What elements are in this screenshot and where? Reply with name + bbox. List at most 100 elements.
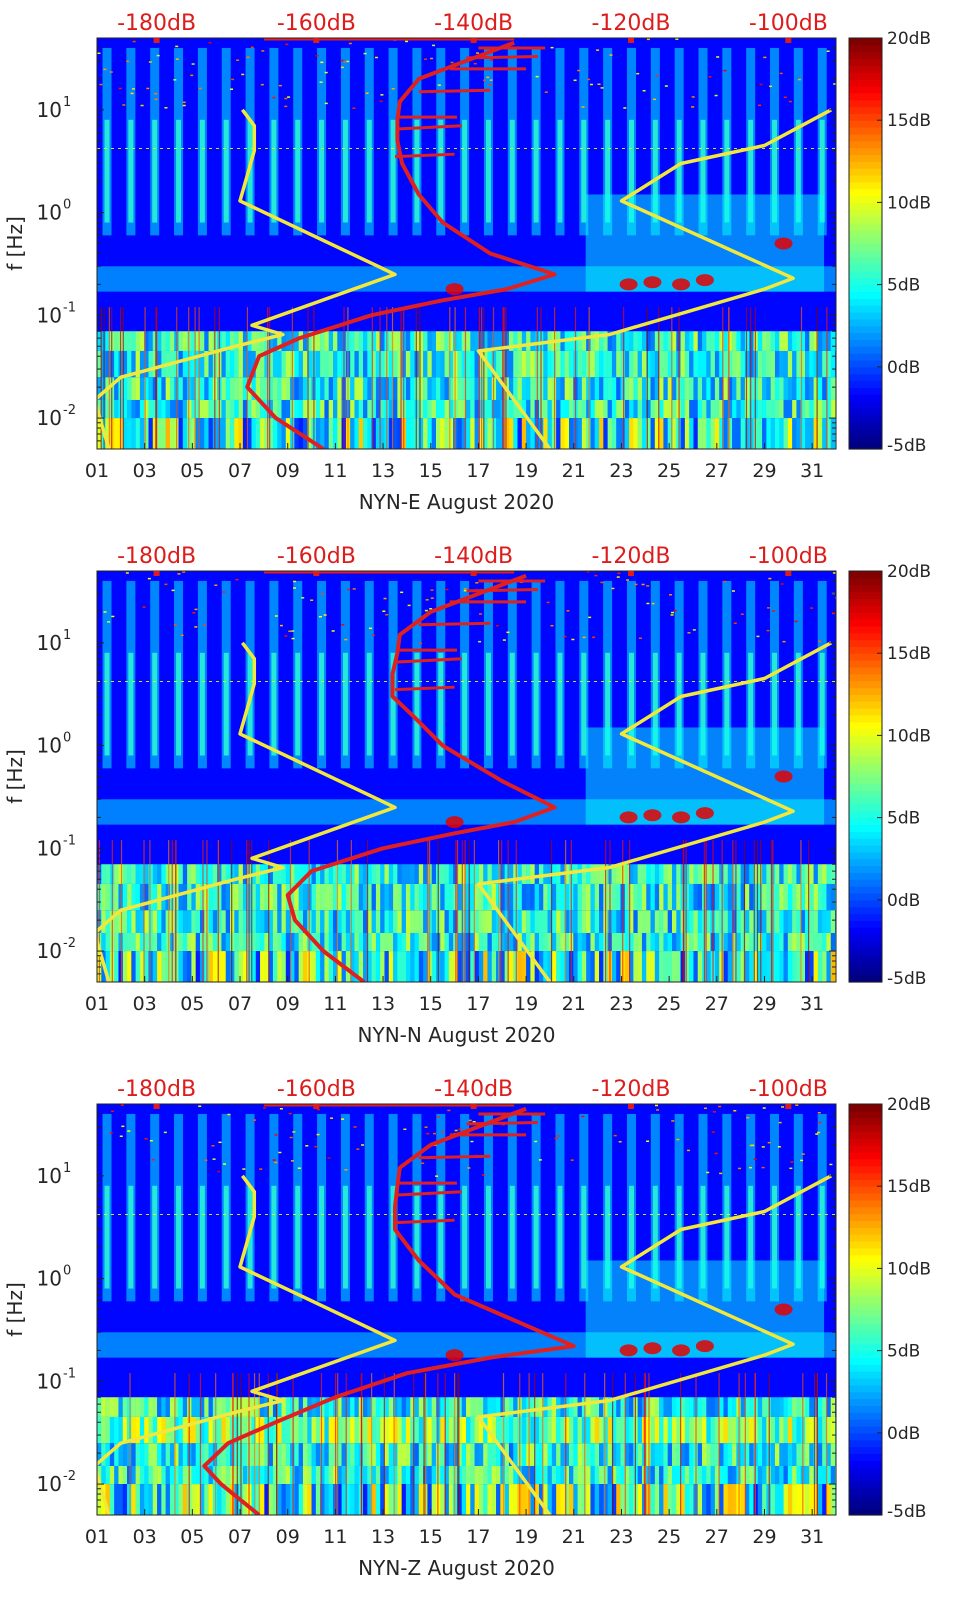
x-tick-label: 15	[419, 460, 443, 482]
top-db-tick	[153, 38, 160, 43]
x-tick-label: 25	[657, 1526, 681, 1548]
x-tick-label: 19	[514, 460, 538, 482]
y-tick-exponent: 0	[63, 731, 71, 746]
x-axis-label: NYN-E August 2020	[359, 490, 555, 514]
y-tick-label: 10	[37, 406, 62, 430]
colorbar-tick-label: 10dB	[887, 1259, 931, 1279]
yellow-model-line-2	[476, 1174, 833, 1515]
colorbar-tick-label: 20dB	[887, 29, 931, 49]
colorbar	[849, 571, 882, 983]
top-db-tick	[313, 38, 320, 43]
top-db-label: -120dB	[591, 1077, 670, 1102]
y-tick-label: 10	[37, 631, 62, 655]
x-tick-label: 29	[752, 1526, 776, 1548]
x-tick-label: 21	[562, 460, 586, 482]
top-db-tick	[627, 38, 634, 43]
y-tick-exponent: 0	[63, 198, 71, 213]
colorbar-frame	[848, 1103, 883, 1516]
x-tick-label: 17	[466, 460, 490, 482]
colorbar	[849, 38, 882, 450]
x-tick-label: 25	[657, 460, 681, 482]
y-tick-label: 10	[37, 836, 62, 860]
x-tick-label: 01	[85, 460, 109, 482]
y-tick-exponent: -2	[63, 403, 76, 418]
x-tick-label: 25	[657, 993, 681, 1015]
x-tick-label: 27	[705, 460, 729, 482]
top-db-tick	[627, 1104, 634, 1109]
colorbar-tick-label: 15dB	[887, 644, 931, 664]
x-tick-label: 03	[133, 1526, 157, 1548]
top-db-label: -160dB	[277, 11, 356, 36]
red-psd-jitter	[394, 46, 546, 159]
x-tick-label: 15	[419, 1526, 443, 1548]
y-tick-label: 10	[37, 1164, 62, 1188]
top-db-label: -160dB	[277, 1077, 356, 1102]
y-tick-exponent: -1	[63, 1366, 76, 1381]
spectrogram-image	[97, 571, 836, 982]
x-tick-label: 09	[276, 460, 300, 482]
colorbar-tick-label: 0dB	[887, 358, 920, 378]
top-db-label: -100dB	[749, 11, 828, 36]
top-db-label: -140dB	[434, 11, 513, 36]
red-psd-line	[202, 1106, 576, 1515]
top-db-label: -140dB	[434, 544, 513, 569]
top-db-label: -140dB	[434, 1077, 513, 1102]
y-tick-label: 10	[37, 734, 62, 758]
spectrogram-image	[97, 38, 836, 449]
colorbar-tick-label: -5dB	[887, 1502, 926, 1522]
y-tick-exponent: 1	[63, 95, 71, 110]
y-tick-label: 10	[37, 98, 62, 122]
yellow-model-line-1	[97, 1174, 397, 1515]
top-db-tick	[627, 571, 634, 576]
x-tick-label: 23	[609, 993, 633, 1015]
x-tick-label: 31	[800, 993, 824, 1015]
top-db-label: -120dB	[591, 544, 670, 569]
x-tick-label: 27	[705, 1526, 729, 1548]
x-tick-label: 05	[180, 460, 204, 482]
y-tick-label: 10	[37, 1369, 62, 1393]
top-db-tick	[153, 571, 160, 576]
x-axis-label: NYN-Z August 2020	[358, 1556, 555, 1580]
top-db-tick	[153, 1104, 160, 1109]
colorbar-tick-label: 5dB	[887, 1342, 920, 1362]
x-tick-label: 21	[562, 993, 586, 1015]
x-tick-label: 23	[609, 460, 633, 482]
x-tick-label: 17	[466, 1526, 490, 1548]
x-tick-label: 11	[323, 460, 347, 482]
x-tick-label: 21	[562, 1526, 586, 1548]
x-tick-label: 07	[228, 993, 252, 1015]
top-db-tick	[785, 1104, 792, 1109]
colorbar-tick-label: 20dB	[887, 1095, 931, 1115]
y-tick-label: 10	[37, 939, 62, 963]
x-tick-label: 13	[371, 993, 395, 1015]
x-tick-label: 07	[228, 460, 252, 482]
x-tick-label: 29	[752, 993, 776, 1015]
y-tick-exponent: -1	[63, 300, 76, 315]
top-db-tick	[470, 1104, 477, 1109]
x-tick-label: 05	[180, 1526, 204, 1548]
colorbar-tick-label: 0dB	[887, 891, 920, 911]
colorbar	[849, 1104, 882, 1516]
colorbar-frame	[848, 570, 883, 983]
colorbar-tick-label: 10dB	[887, 193, 931, 213]
y-axis-label: f [Hz]	[3, 1282, 27, 1337]
x-tick-label: 09	[276, 1526, 300, 1548]
x-tick-label: 03	[133, 993, 157, 1015]
x-tick-label: 13	[371, 1526, 395, 1548]
x-tick-label: 09	[276, 993, 300, 1015]
spectrogram-panel-nyn-e: 01 03 05 07 09 11 13 15 17 19 21 23 25 27 29 31 NYN-E Au…	[0, 0, 962, 533]
spectrogram-image	[97, 1104, 836, 1515]
x-tick-label: 27	[705, 993, 729, 1015]
top-db-tick	[785, 571, 792, 576]
x-tick-label: 11	[323, 1526, 347, 1548]
red-psd-line	[245, 40, 557, 449]
x-tick-label: 17	[466, 993, 490, 1015]
x-tick-label: 13	[371, 460, 395, 482]
y-axis-label: f [Hz]	[3, 749, 27, 804]
y-tick-exponent: 0	[63, 1264, 71, 1279]
colorbar-tick-label: 15dB	[887, 111, 931, 131]
yellow-model-line-2	[476, 108, 833, 449]
x-tick-label: 23	[609, 1526, 633, 1548]
